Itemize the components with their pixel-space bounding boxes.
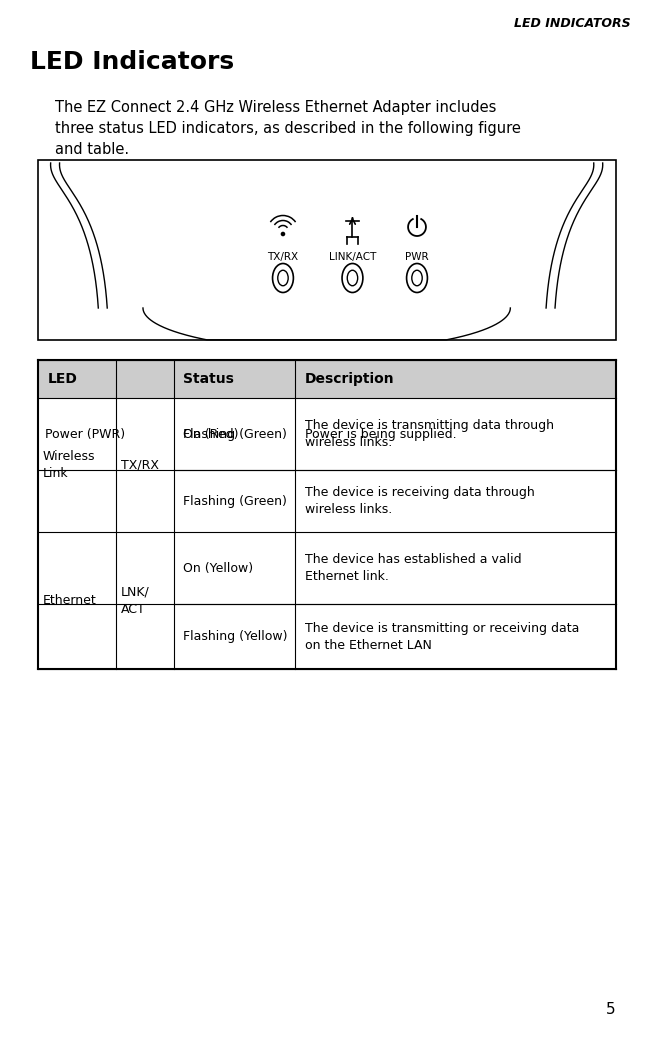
Ellipse shape	[347, 271, 358, 285]
Text: Status: Status	[183, 372, 234, 386]
Text: Flashing (Yellow): Flashing (Yellow)	[183, 630, 288, 643]
Text: The device is receiving data through
wireless links.: The device is receiving data through wir…	[305, 486, 534, 516]
Text: The device is transmitting data through
wireless links.: The device is transmitting data through …	[305, 419, 554, 449]
Text: PWR: PWR	[405, 252, 429, 262]
Text: On (Yellow): On (Yellow)	[183, 561, 253, 575]
Text: The device has established a valid
Ethernet link.: The device has established a valid Ether…	[305, 553, 521, 583]
Ellipse shape	[412, 271, 422, 285]
Bar	[38, 160, 616, 340]
Text: TX/RX: TX/RX	[121, 459, 159, 471]
Ellipse shape	[278, 271, 288, 285]
Text: Description: Description	[305, 372, 394, 386]
Text: Power is being supplied.: Power is being supplied.	[305, 427, 457, 441]
Text: 5: 5	[606, 1002, 616, 1017]
Ellipse shape	[272, 263, 293, 293]
Text: LINK/ACT: LINK/ACT	[329, 252, 376, 262]
Text: The EZ Connect 2.4 GHz Wireless Ethernet Adapter includes
three status LED indic: The EZ Connect 2.4 GHz Wireless Ethernet…	[54, 100, 521, 157]
Bar	[38, 359, 616, 398]
Text: LED Indicators: LED Indicators	[29, 50, 234, 74]
Text: On (Red): On (Red)	[183, 427, 239, 441]
Text: Power (PWR): Power (PWR)	[45, 427, 125, 441]
Text: Ethernet: Ethernet	[43, 594, 96, 607]
Circle shape	[282, 232, 284, 235]
Text: LNK/
ACT: LNK/ ACT	[121, 585, 149, 616]
Text: Flashing (Green): Flashing (Green)	[183, 494, 288, 508]
Text: LED: LED	[48, 372, 77, 386]
Text: Wireless
Link: Wireless Link	[43, 450, 95, 480]
Text: Flashing (Green): Flashing (Green)	[183, 427, 288, 441]
Text: TX/RX: TX/RX	[267, 252, 299, 262]
Ellipse shape	[407, 263, 428, 293]
Ellipse shape	[342, 263, 363, 293]
Text: LED INDICATORS: LED INDICATORS	[514, 17, 631, 30]
Text: The device is transmitting or receiving data
on the Ethernet LAN: The device is transmitting or receiving …	[305, 622, 579, 651]
